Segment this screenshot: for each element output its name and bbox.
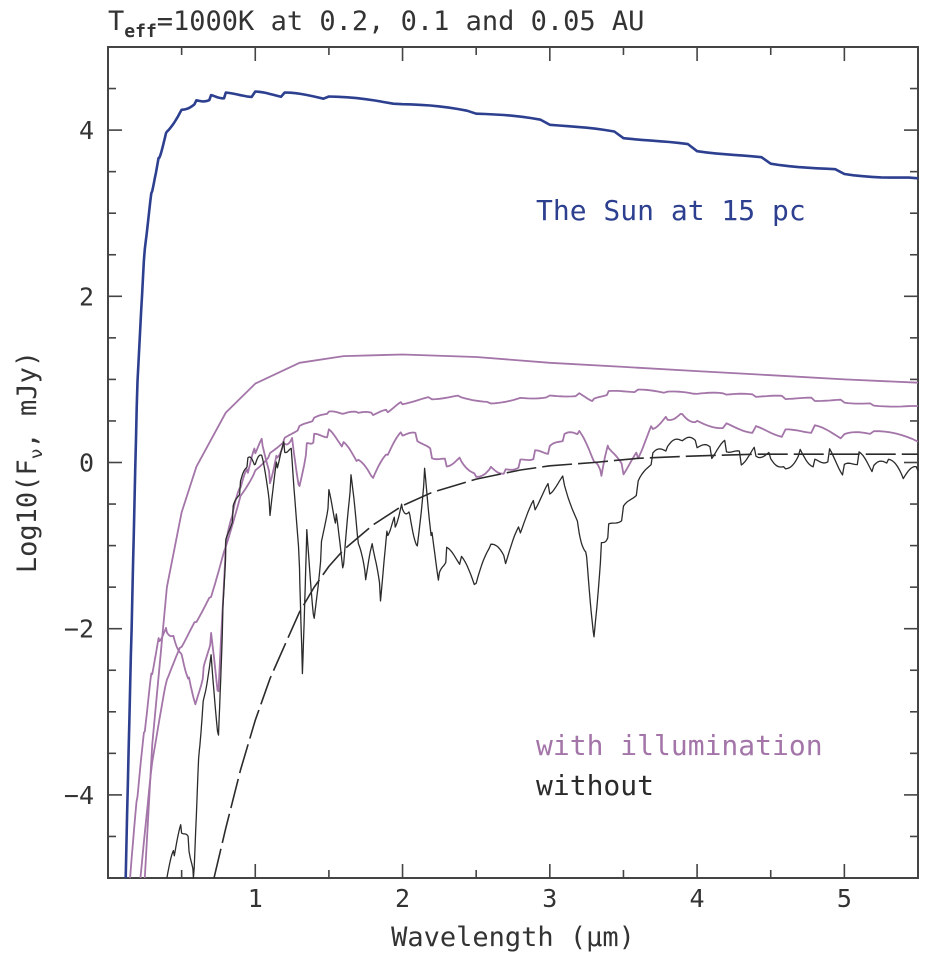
series-group xyxy=(124,90,919,879)
y-tick-label: −4 xyxy=(64,781,94,810)
y-tick-labels: −4 −2 0 2 4 xyxy=(64,116,94,810)
x-tick-label: 1 xyxy=(248,884,263,913)
x-tick-label: 5 xyxy=(837,884,852,913)
x-tick-label: 4 xyxy=(690,884,705,913)
with-illumination-annotation: with illumination xyxy=(536,729,823,762)
without-annotation: without xyxy=(536,769,654,802)
series-line-blackbody xyxy=(213,453,918,879)
series-line-without xyxy=(166,436,919,879)
y-tick-label: 4 xyxy=(79,116,94,145)
y-tick-label: 2 xyxy=(79,282,94,311)
x-tick-label: 3 xyxy=(542,884,557,913)
y-tick-label: −2 xyxy=(64,615,94,644)
x-axis-title: Wavelength (μm) xyxy=(391,922,635,953)
series-line-illum-0.2 xyxy=(129,413,919,879)
y-axis-title: Log10(Fν, mJy) xyxy=(12,351,47,573)
y-tick-label: 0 xyxy=(79,449,94,478)
series-line-illum-0.05 xyxy=(143,353,919,879)
series-line-illum-0.1 xyxy=(139,388,918,879)
series-line-sun xyxy=(124,90,919,879)
x-tick-label: 2 xyxy=(395,884,410,913)
x-tick-labels: 1 2 3 4 5 xyxy=(248,884,852,913)
axis-ticks xyxy=(108,47,918,878)
sun-annotation: The Sun at 15 pc xyxy=(536,194,806,227)
chart-title: Teff=1000K at 0.2, 0.1 and 0.05 AU xyxy=(108,6,644,42)
